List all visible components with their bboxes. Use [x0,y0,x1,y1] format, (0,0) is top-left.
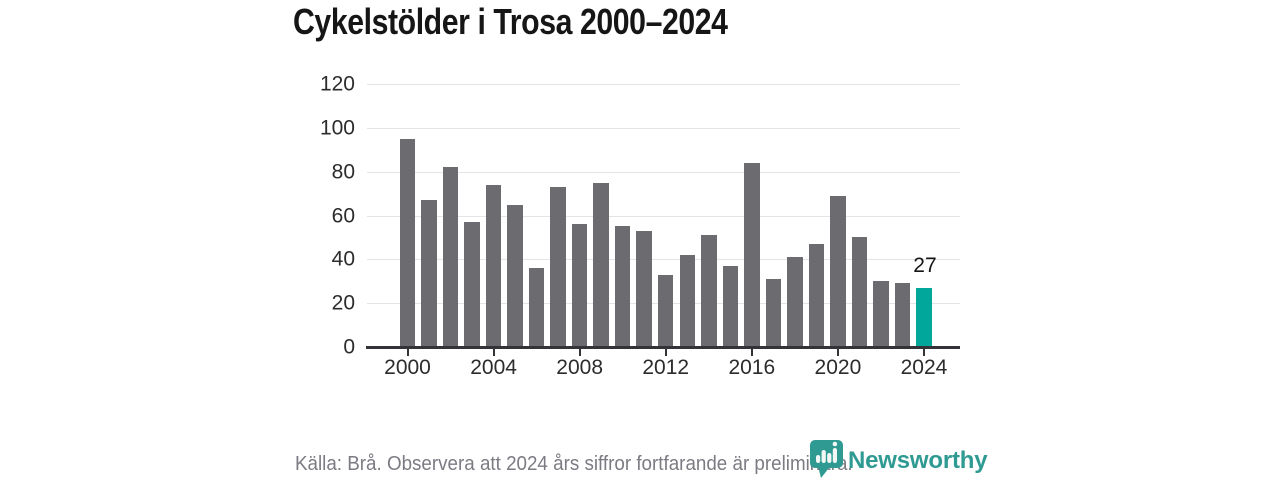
x-axis-tick-2012 [664,349,667,356]
bar-2013 [679,254,695,347]
x-axis-line [366,346,960,349]
bar-2007 [550,187,566,347]
x-axis-tick-2008 [578,349,581,356]
source-note: Källa: Brå. Observera att 2024 års siffr… [295,453,853,475]
bar-2008 [571,224,588,347]
x-axis-label-2012: 2012 [642,356,690,379]
bar-2014 [701,235,717,347]
bar-2006 [528,268,545,347]
x-axis-label-2008: 2008 [556,356,604,379]
bar-2020 [830,195,846,347]
bar-2011 [636,230,652,347]
bar-2017 [765,279,782,347]
bar-2009 [593,182,609,347]
gridline-60 [367,215,960,217]
bar-2010 [614,226,631,347]
y-axis-label-80: 80 [331,160,355,184]
bar-2016 [744,162,760,347]
bar-2005 [507,204,523,347]
bar-2001 [421,200,437,347]
y-axis-label-120: 120 [319,72,355,96]
x-axis-label-2004: 2004 [470,356,517,379]
y-axis-label-60: 60 [331,204,355,227]
bar-2000 [399,138,416,347]
bar-2018 [787,257,803,347]
y-axis-label-0: 0 [343,335,355,359]
bar-2004 [485,184,502,347]
x-axis-tick-2004 [492,349,495,356]
chart-title: Cykelstölder i Trosa 2000–2024 [293,1,728,42]
newsworthy-logo-icon [810,440,843,478]
y-axis-label-20: 20 [331,291,355,315]
x-axis-label-2020: 2020 [814,356,862,379]
bar-2021 [851,237,868,347]
gridline-80 [367,171,960,173]
highlight-value-label: 27 [913,253,937,277]
bar-2023 [894,283,911,347]
bar-2019 [808,243,825,347]
y-axis-label-100: 100 [319,116,355,140]
x-axis-tick-2024 [922,349,925,356]
x-axis-tick-2016 [750,349,753,356]
newsworthy-logo-text: Newsworthy [848,447,988,474]
bar-2015 [722,265,739,347]
x-axis-label-2016: 2016 [728,356,776,379]
y-axis-label-40: 40 [331,247,355,271]
newsworthy-logo: Newsworthy [809,439,999,481]
gridline-120 [367,84,960,85]
bar-2002 [442,167,459,347]
x-axis-label-2024: 2024 [900,356,948,379]
x-axis-label-2000: 2000 [384,356,431,379]
gridline-40 [367,259,960,261]
bar-2024 [916,287,932,347]
x-axis-tick-2020 [836,349,839,356]
x-axis-tick-2000 [406,349,409,356]
gridline-100 [367,127,960,129]
bar-2022 [873,281,889,347]
bar-2012 [657,274,674,347]
bar-2003 [464,222,480,347]
